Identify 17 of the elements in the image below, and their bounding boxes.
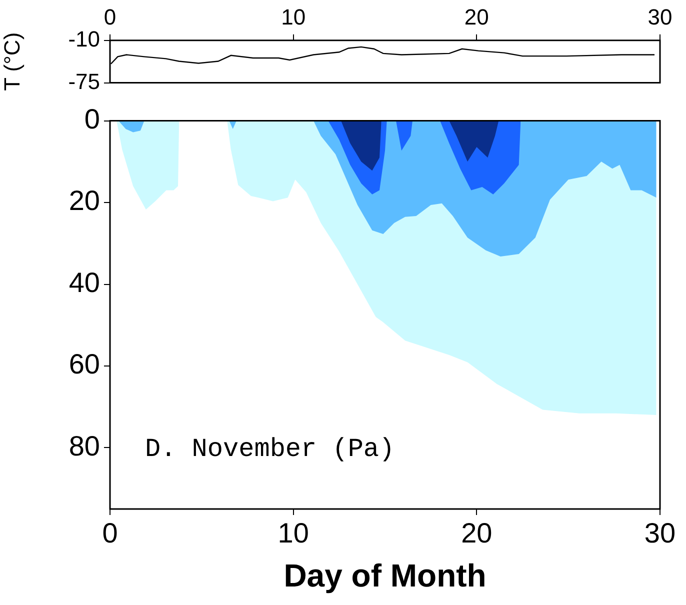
x-tick-label: 30 xyxy=(648,4,672,30)
annotation: D. November (Pa) xyxy=(145,434,395,464)
y-tick-label: 0 xyxy=(84,104,100,135)
y-axis-title: T (°C) xyxy=(0,32,24,91)
x-tick-label: 30 xyxy=(644,518,676,549)
x-tick-label: 10 xyxy=(278,518,309,549)
y-tick-label: 80 xyxy=(68,430,100,462)
x-tick-label: 20 xyxy=(464,4,489,30)
y-tick-label: -75 xyxy=(68,68,100,94)
y-tick-label: -10 xyxy=(68,26,100,52)
x-tick-label: 20 xyxy=(461,518,492,549)
y-tick-label: 20 xyxy=(68,185,100,216)
x-axis-title: Day of Month xyxy=(284,558,486,594)
x-tick-label: 10 xyxy=(281,4,306,30)
x-tick-label: 0 xyxy=(104,4,116,30)
y-tick-label: 60 xyxy=(68,348,100,380)
y-tick-label: 40 xyxy=(68,266,100,298)
